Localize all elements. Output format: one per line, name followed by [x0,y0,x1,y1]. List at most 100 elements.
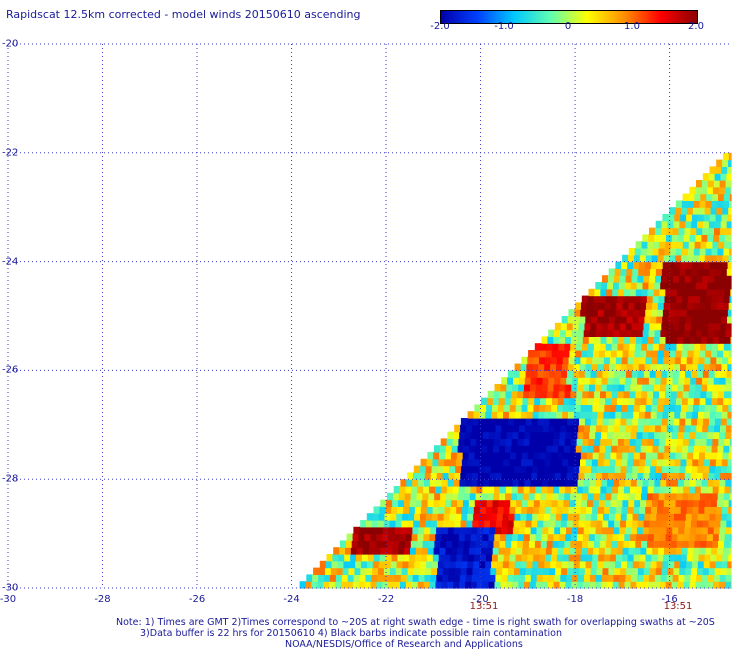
swath-cell [666,282,673,290]
swath-cell [510,445,518,453]
swath-cell [652,445,659,453]
swath-cell [449,513,456,521]
swath-cell [439,547,446,555]
swath-cell [369,540,376,548]
swath-cell [638,316,645,324]
swath-cell [548,479,555,487]
swath-cell [446,486,454,494]
swath-cell [724,438,731,446]
swath-cell [412,479,419,487]
swath-cell [604,547,612,555]
swath-cell [582,533,590,541]
swath-cell [611,295,618,303]
swath-cell [441,533,448,541]
swath-cell [704,458,711,467]
swath-cell [678,424,686,433]
swath-cell [641,438,648,446]
swath-cell [711,248,718,256]
swath-cell [529,390,536,399]
swath-cell [693,397,701,405]
swath-cell [392,547,399,555]
swath-cell [633,254,641,263]
swath-cell [718,438,725,446]
swath-cell [692,261,699,269]
swath-cell [440,438,448,446]
swath-cell [679,567,686,575]
swath-cell [712,390,719,399]
swath-cell [662,261,670,269]
swath-cell [634,547,641,555]
swath-cell [515,404,523,412]
swath-cell [531,418,539,426]
swath-cell [479,560,486,569]
swath-cell [519,574,526,582]
swath-cell [598,506,605,514]
swath-cell [580,506,587,514]
swath-cell [344,554,351,562]
swath-cell [716,207,723,215]
swath-cell [489,479,496,487]
swath-cell [669,356,676,365]
swath-cell [578,322,586,331]
swath-cell [463,445,470,453]
swath-cell [490,520,497,528]
swath-cell [507,472,514,480]
swath-cell [359,526,366,535]
swath-cell [649,472,656,480]
swath-cell [537,370,544,378]
swath-cell [487,445,494,453]
swath-cell [473,560,480,569]
swath-cell [573,316,580,324]
swath-cell [472,520,479,528]
swath-cell [704,261,711,269]
swath-cell [527,452,535,460]
swath-cell [520,513,527,521]
swath-cell [490,513,498,521]
swath-cell [695,329,703,337]
swath-cell [729,200,732,208]
swath-cell [593,492,601,501]
swath-cell [697,513,705,521]
swath-cell [408,560,415,569]
swath-cell [655,472,662,480]
swath-cell [447,581,454,589]
swath-cell [585,465,592,473]
swath-cell [637,567,645,575]
swath-cell [708,574,715,582]
swath-cell [729,193,732,201]
swath-cell [657,452,665,460]
swath-cell [704,356,711,365]
swath-cell [677,384,685,392]
swath-cell [622,499,629,507]
swath-cell [654,431,661,439]
swath-cell [667,520,674,528]
swath-cell [724,486,731,494]
swath-cell [391,554,398,562]
swath-cell [712,241,719,249]
swath-cell [486,452,493,460]
swath-cell [389,574,396,582]
swath-cell [471,431,478,439]
swath-cell [614,513,622,521]
swath-cell [557,397,565,405]
swath-cell [693,452,700,460]
swath-cell [581,547,588,555]
swath-cell [477,431,484,439]
swath-cell [690,329,697,337]
swath-cell [589,431,596,439]
swath-cell [553,533,560,541]
swath-cell [719,234,726,242]
swath-cell [607,377,614,385]
swath-cell [701,180,709,188]
swath-cell [704,452,712,460]
y-tick-label: -22 [2,147,19,159]
swath-cell [704,404,712,412]
swath-cell [583,431,590,439]
swath-cell [660,377,668,385]
swath-cell [710,254,718,263]
swath-cell [637,370,645,378]
swath-cell [711,492,719,501]
swath-cell [647,288,655,297]
swath-cell [543,465,551,473]
swath-cell [656,363,663,371]
